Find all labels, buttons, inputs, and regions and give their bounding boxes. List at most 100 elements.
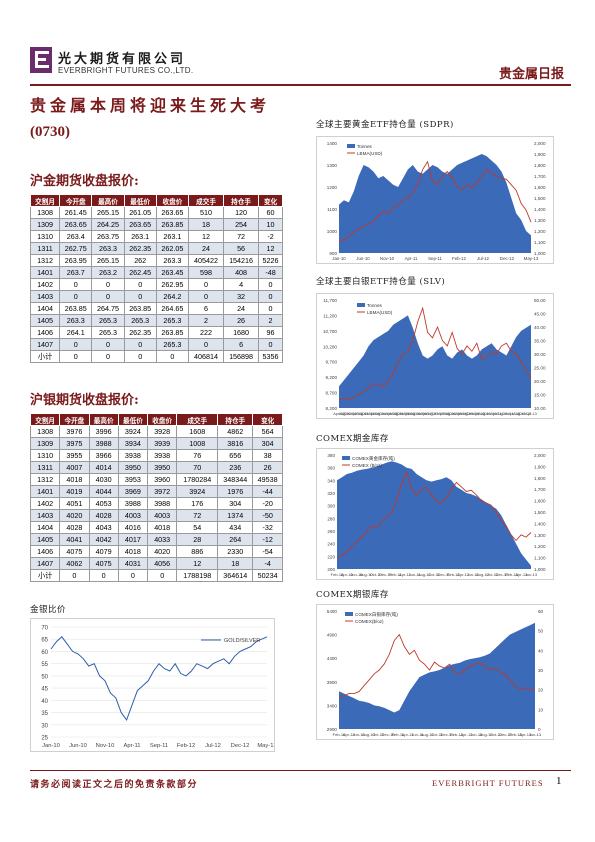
y-tick-label: 25 [41, 736, 48, 742]
comex-gold-chart: 2002202402602803003203403603801,0001,100… [317, 449, 553, 579]
right-axis-tick: 15.00 [534, 393, 546, 398]
gold-table-cell: 263.95 [60, 255, 92, 267]
gold-table-cell: 263.65 [124, 219, 156, 231]
x-tick-label: Nov-10 [380, 256, 395, 261]
gold-table-cell: 0 [60, 279, 92, 291]
silver-table-row: 1401 4019 4044 3969 3972 3924 1976 -44 [31, 486, 283, 498]
gold-quote-table: 交割月 今开盘 最高价 最低价 收盘价 成交手 持仓手 变化 1308 261.45 265.15… [30, 194, 283, 363]
silver-table-cell: 4062 [60, 558, 89, 570]
gold-table-cell: 12 [259, 243, 283, 255]
x-tick-label: Jun-13 [529, 732, 542, 737]
y-tick-label: 60 [41, 650, 48, 656]
right-axis-tick: 1,400 [534, 207, 546, 212]
legend-swatch-area [357, 303, 365, 307]
left-axis-tick: 8,700 [326, 391, 338, 396]
gold-table-cell: 262.35 [124, 327, 156, 339]
gold-col-header: 交割月 [31, 195, 60, 207]
silver-table-cell: 3950 [148, 462, 177, 474]
gold-table-cell: 263.4 [60, 231, 92, 243]
silver-table-cell: -54 [253, 546, 283, 558]
silver-table-cell: 2330 [218, 546, 253, 558]
gold-table-cell: 1312 [31, 255, 60, 267]
silver-col-header: 持仓手 [218, 414, 253, 426]
silver-table-row: 1402 4051 4053 3988 3988 176 304 -20 [31, 498, 283, 510]
silver-table-cell: 1405 [31, 534, 60, 546]
gold-table-cell: 0 [124, 279, 156, 291]
silver-table-cell: 28 [177, 534, 218, 546]
gold-table-row: 1310 263.4 263.75 263.1 263.1 12 72 -2 [31, 231, 283, 243]
gold-table-cell: 265.3 [156, 315, 188, 327]
gold-table-cell: 262.75 [60, 243, 92, 255]
left-axis-tick: 1100 [327, 207, 337, 212]
gold-table-cell: 60 [259, 207, 283, 219]
right-axis-tick: 35.00 [534, 339, 546, 344]
gold-col-header: 持仓手 [224, 195, 259, 207]
comex-gold-caption: COMEX期金库存 [316, 432, 389, 444]
gold-table-cell: 263.1 [124, 231, 156, 243]
left-axis-tick: 320 [327, 491, 335, 496]
sdpr-etf-chart: 900 1000 1100 1200 1300 1400 1,000 1,100 1,200 1,… [317, 137, 553, 263]
silver-table-cell: 1407 [31, 558, 60, 570]
silver-table-cell: -50 [253, 510, 283, 522]
silver-section-heading: 沪银期货收盘报价: [30, 389, 139, 408]
footer-brand: EVERBRIGHT FUTURES [432, 778, 544, 788]
left-axis-tick: 11,700 [323, 298, 337, 303]
y-tick-label: 30 [41, 723, 48, 729]
ratio-chart-frame: 25 30 35 40 45 50 55 60 65 70 Jan-10 Jun-10 Nov-10 Ap… [30, 618, 275, 752]
gold-table-cell: 1401 [31, 267, 60, 279]
area-series-holdings [339, 154, 531, 253]
silver-table-cell: 4053 [89, 498, 118, 510]
comex-gold-frame: 200 220 240 260 280 300 320 340 360 380 1,000 1,100… [316, 448, 554, 580]
silver-table-cell: 304 [218, 498, 253, 510]
gold-table-cell: 1680 [224, 327, 259, 339]
gold-table-cell: 263.3 [92, 243, 124, 255]
y-tick-label: 45 [41, 687, 48, 693]
gold-table-cell: 405422 [189, 255, 224, 267]
left-axis-tick: 220 [327, 554, 335, 559]
left-axis-tick: 10,700 [323, 329, 337, 334]
gold-table-cell: 0 [156, 351, 188, 363]
silver-table-row: 1406 4075 4079 4018 4020 886 2330 -54 [31, 546, 283, 558]
silver-table-cell: 70 [177, 462, 218, 474]
silver-table-cell: 1406 [31, 546, 60, 558]
silver-table-cell: 3955 [60, 450, 89, 462]
gold-table-cell: 0 [124, 351, 156, 363]
silver-table-cell: 50234 [253, 570, 283, 582]
silver-table-cell: 886 [177, 546, 218, 558]
gold-table-row: 1312 263.95 265.15 262 263.3 405422 154216 5226 [31, 255, 283, 267]
silver-table-cell: 4075 [60, 546, 89, 558]
gold-table-cell: 0 [259, 291, 283, 303]
left-axis-tick: 9,200 [326, 375, 338, 380]
legend-swatch-area [342, 456, 350, 460]
left-axis-tick: 4900 [327, 633, 338, 638]
gold-col-header: 最低价 [124, 195, 156, 207]
right-axis-tick: 10 [538, 707, 544, 712]
silver-table-cell: 364614 [218, 570, 253, 582]
right-axis-tick: 1,700 [534, 174, 546, 179]
gold-table-cell: 5226 [259, 255, 283, 267]
left-axis-tick: 8,200 [326, 406, 338, 411]
slv-chart-frame: 8,200 8,700 9,200 9,700 10,200 10,700 11,200 11… [316, 293, 554, 419]
comex-silver-frame: 2900 3400 3900 4400 4900 5400 0 10 20 30 40 50 60 Feb… [316, 604, 554, 740]
silver-table-row: 小计 0 0 0 0 1788198 364614 50234 [31, 570, 283, 582]
right-axis-tick: 1,400 [534, 521, 546, 526]
date-code: (0730) [30, 124, 70, 141]
left-axis-tick: 10,200 [323, 344, 337, 349]
silver-table-cell: 434 [218, 522, 253, 534]
silver-table-cell: 3988 [148, 498, 177, 510]
gold-table-cell: 12 [189, 231, 224, 243]
silver-table-cell: 3976 [60, 426, 89, 438]
silver-table-row: 1309 3975 3988 3934 3939 1008 3816 304 [31, 438, 283, 450]
gold-table-cell: 2 [189, 315, 224, 327]
right-axis-tick: 1,200 [534, 229, 546, 234]
silver-table-cell: 4862 [218, 426, 253, 438]
series-line-gold-silver [51, 637, 267, 720]
right-axis-tick: 10.00 [534, 406, 546, 411]
silver-table-cell: 3966 [89, 450, 118, 462]
silver-table-cell: 1608 [177, 426, 218, 438]
silver-table-cell: 小计 [31, 570, 60, 582]
legend-label: COMEX黄金库存(吨) [352, 455, 395, 462]
silver-table-cell: 3996 [89, 426, 118, 438]
silver-table-row: 1312 4018 4030 3953 3960 1780284 348344 49538 [31, 474, 283, 486]
silver-table-cell: 3960 [148, 474, 177, 486]
